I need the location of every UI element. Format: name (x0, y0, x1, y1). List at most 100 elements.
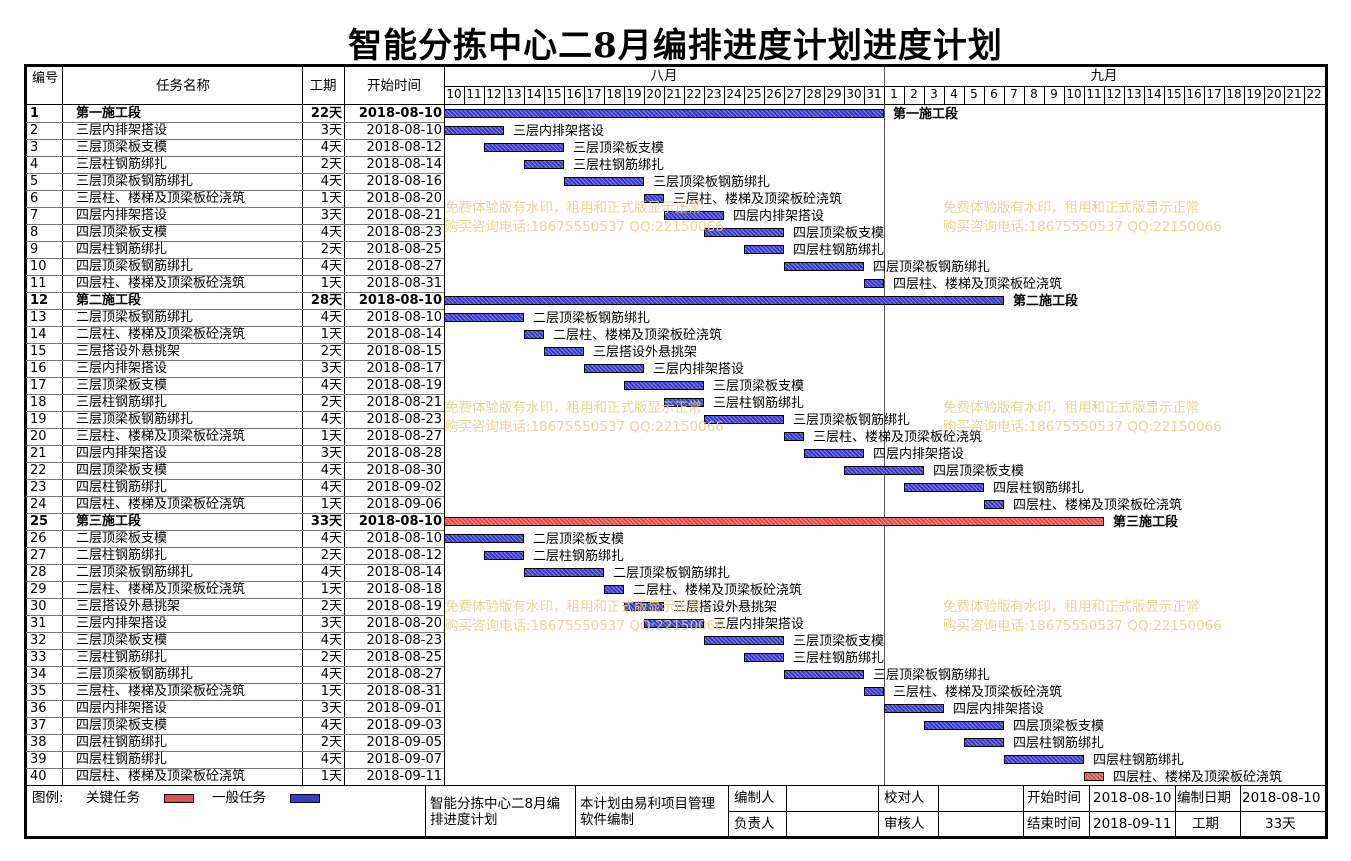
bar-label: 三层柱、楼梯及顶梁板砼浇筑 (813, 430, 983, 445)
row-divider (26, 139, 444, 140)
task-name: 四层柱钢筋绑扎 (76, 480, 168, 495)
day-divider (984, 86, 985, 104)
task-duration: 3天 (320, 446, 342, 461)
footer-duration-label: 工期 (1192, 816, 1219, 832)
task-bar[interactable] (484, 143, 564, 152)
task-bar[interactable] (844, 466, 924, 475)
day-label: 14 (526, 87, 542, 101)
day-divider (1084, 86, 1085, 104)
task-no: 8 (30, 225, 39, 240)
task-bar[interactable] (524, 330, 544, 339)
day-label: 23 (706, 87, 722, 101)
bar-label: 三层顶梁板钢筋绑扎 (653, 175, 771, 190)
day-divider (1224, 86, 1225, 104)
task-bar[interactable] (744, 245, 784, 254)
task-no: 17 (30, 378, 47, 393)
task-bar[interactable] (804, 449, 864, 458)
task-bar[interactable] (644, 194, 664, 203)
task-start: 2018-08-10 (366, 123, 442, 138)
task-start: 2018-08-10 (366, 310, 442, 325)
task-bar[interactable] (644, 619, 704, 628)
task-bar[interactable] (704, 636, 784, 645)
day-divider (904, 86, 905, 104)
task-no: 29 (30, 582, 47, 597)
task-no: 5 (30, 174, 39, 189)
bar-label: 四层内排架搭设 (873, 447, 965, 462)
row-divider (26, 343, 444, 344)
footer-column-divider (1089, 785, 1090, 838)
task-bar[interactable] (664, 211, 724, 220)
task-bar[interactable] (584, 364, 644, 373)
task-start: 2018-08-10 (358, 106, 442, 121)
critical-task-bar[interactable] (444, 517, 1104, 526)
month-august: 八月 (650, 68, 678, 84)
task-bar[interactable] (784, 670, 864, 679)
task-bar[interactable] (904, 483, 984, 492)
bar-label: 三层搭设外悬挑架 (673, 600, 778, 615)
task-bar[interactable] (984, 500, 1004, 509)
row-divider (26, 445, 444, 446)
task-bar[interactable] (444, 109, 884, 118)
task-start: 2018-08-20 (366, 616, 442, 631)
task-bar[interactable] (864, 687, 884, 696)
day-divider (644, 86, 645, 104)
task-bar[interactable] (444, 313, 524, 322)
task-no: 33 (30, 650, 47, 665)
task-start: 2018-08-15 (366, 344, 442, 359)
day-divider (464, 86, 465, 104)
task-start: 2018-08-14 (366, 327, 442, 342)
task-bar[interactable] (544, 347, 584, 356)
critical-task-bar[interactable] (1084, 772, 1104, 781)
task-duration: 2天 (320, 242, 342, 257)
task-bar[interactable] (524, 160, 564, 169)
task-bar[interactable] (784, 262, 864, 271)
task-no: 23 (30, 480, 47, 495)
task-bar[interactable] (624, 381, 704, 390)
legend-critical-swatch (164, 794, 194, 803)
bar-label: 四层柱、楼梯及顶梁板砼浇筑 (893, 277, 1063, 292)
task-duration: 3天 (320, 208, 342, 223)
task-no: 24 (30, 497, 47, 512)
task-name: 四层顶梁板支模 (76, 718, 168, 733)
task-bar[interactable] (704, 228, 784, 237)
task-name: 三层顶梁板支模 (76, 140, 168, 155)
task-bar[interactable] (444, 126, 504, 135)
task-name: 二层柱钢筋绑扎 (76, 548, 168, 563)
day-divider (1264, 86, 1265, 104)
task-bar[interactable] (704, 415, 784, 424)
task-bar[interactable] (884, 704, 944, 713)
task-start: 2018-08-28 (366, 446, 442, 461)
task-bar[interactable] (444, 534, 524, 543)
task-name: 三层顶梁板支模 (76, 378, 168, 393)
footer-reviewer-label: 审核人 (884, 816, 925, 832)
task-bar[interactable] (964, 738, 1004, 747)
bar-label: 二层顶梁板钢筋绑扎 (533, 311, 651, 326)
task-bar[interactable] (784, 432, 804, 441)
day-label: 4 (950, 87, 958, 101)
row-divider (26, 513, 444, 514)
task-bar[interactable] (564, 177, 644, 186)
task-bar[interactable] (1004, 755, 1084, 764)
task-bar[interactable] (444, 296, 1004, 305)
row-divider (26, 734, 444, 735)
task-bar[interactable] (664, 398, 704, 407)
task-start: 2018-08-12 (366, 548, 442, 563)
task-start: 2018-08-14 (366, 157, 442, 172)
day-label: 7 (1010, 87, 1018, 101)
bar-label: 四层顶梁板钢筋绑扎 (873, 260, 991, 275)
day-label: 19 (1246, 87, 1262, 101)
day-label: 20 (646, 87, 662, 101)
task-name: 四层柱钢筋绑扎 (76, 752, 168, 767)
bar-label: 三层内排架搭设 (713, 617, 805, 632)
task-bar[interactable] (524, 568, 604, 577)
task-name: 三层柱、楼梯及顶梁板砼浇筑 (76, 429, 246, 444)
task-bar[interactable] (924, 721, 1004, 730)
task-bar[interactable] (744, 653, 784, 662)
task-start: 2018-09-01 (366, 701, 442, 716)
task-bar[interactable] (604, 585, 624, 594)
row-divider (26, 768, 444, 769)
task-bar[interactable] (484, 551, 524, 560)
task-bar[interactable] (624, 602, 664, 611)
task-bar[interactable] (864, 279, 884, 288)
row-divider (26, 428, 444, 429)
